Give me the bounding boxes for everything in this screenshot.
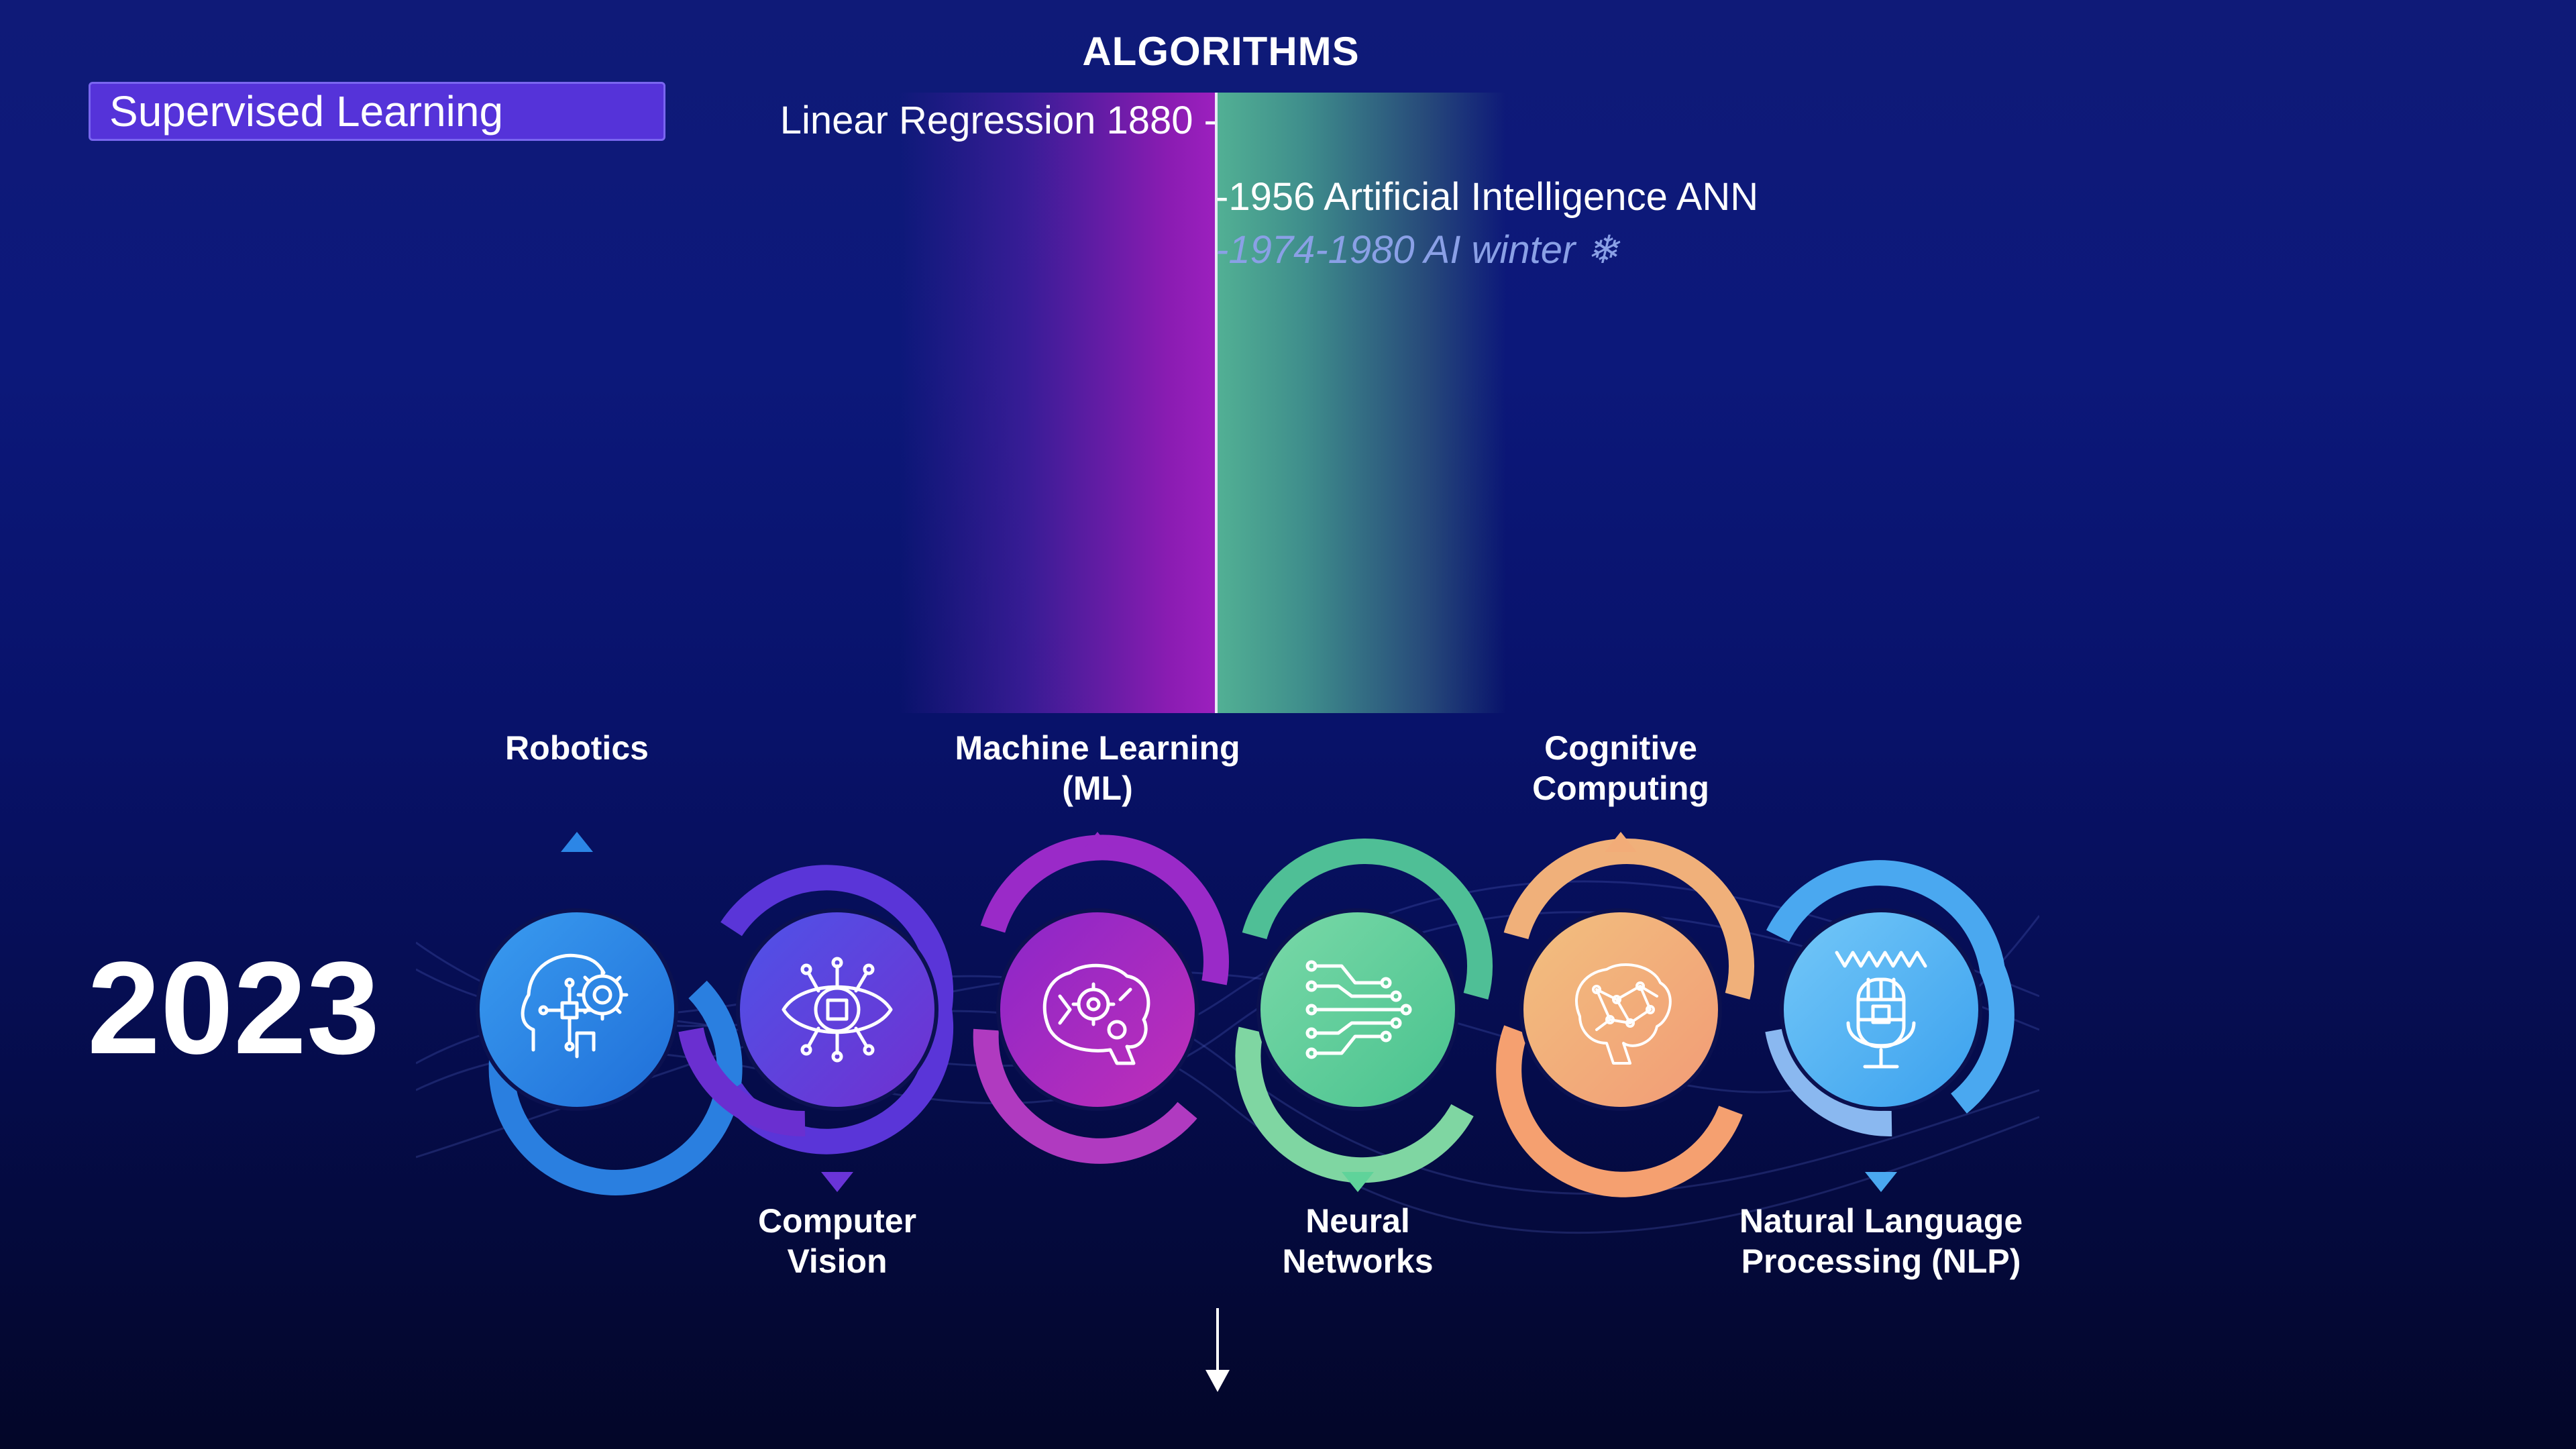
ai-fields-svg <box>416 832 2039 1234</box>
down-arrow-icon <box>1342 1172 1374 1192</box>
node-computer-vision <box>678 865 954 1192</box>
ai-fields-graphic: Robotics Computer Vision Machine Learnin… <box>416 714 2039 1311</box>
node-neural-networks <box>1235 838 1493 1192</box>
node-label-computer-vision: Computer Vision <box>757 1202 917 1280</box>
circuit-icon <box>1305 960 1412 1059</box>
timeline-band-teal <box>1218 93 1506 713</box>
brain-gear-icon <box>1042 963 1150 1065</box>
eye-chip-icon <box>782 957 893 1063</box>
page-title: ALGORITHMS <box>1082 29 1360 74</box>
down-arrow-icon <box>821 1172 853 1192</box>
node-label-cognitive-computing: Cognitive Computing <box>1532 729 1709 807</box>
up-arrow-icon <box>1081 832 1114 852</box>
node-label-neural-networks: Neural Networks <box>1282 1202 1434 1280</box>
node-cognitive-computing <box>1496 832 1755 1197</box>
microphone-icon <box>1835 951 1927 1069</box>
arrow-down-icon <box>1205 1308 1230 1392</box>
up-arrow-icon <box>1605 832 1637 852</box>
timeline-artificial-intelligence: -1956 Artificial Intelligence ANN <box>1216 175 1759 219</box>
node-nlp <box>1765 860 2015 1192</box>
timeline-axis <box>1215 93 1218 713</box>
node-label-robotics: Robotics <box>505 729 649 767</box>
down-arrow-icon <box>1865 1172 1897 1192</box>
timeline-linear-regression: Linear Regression 1880 - <box>780 99 1217 142</box>
timeline-band-purple <box>899 93 1216 713</box>
timeline-ai-winter: -1974-1980 AI winter ❄ <box>1216 228 1619 272</box>
supervised-learning-badge: Supervised Learning <box>89 82 665 141</box>
node-robotics <box>476 832 743 1195</box>
node-machine-learning <box>973 832 1229 1164</box>
brain-network-icon <box>1575 963 1672 1065</box>
robot-head-icon <box>521 953 629 1059</box>
up-arrow-icon <box>561 832 593 852</box>
node-label-machine-learning: Machine Learning (ML) <box>955 729 1240 807</box>
node-label-nlp: Natural Language Processing (NLP) <box>1739 1202 2023 1280</box>
year-label: 2023 <box>87 934 380 1081</box>
